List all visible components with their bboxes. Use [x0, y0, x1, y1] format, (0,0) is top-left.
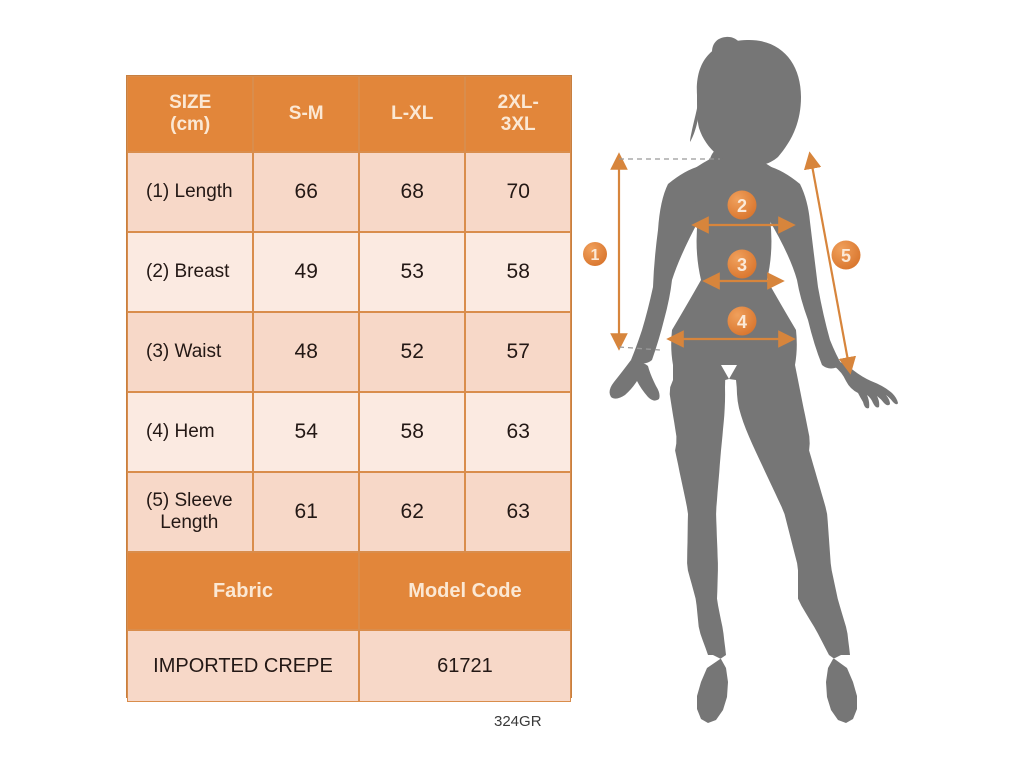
svg-text:3: 3 — [737, 255, 747, 275]
svg-text:2: 2 — [737, 196, 747, 216]
svg-text:1: 1 — [591, 247, 600, 264]
svg-text:5: 5 — [841, 246, 851, 266]
svg-text:4: 4 — [737, 312, 747, 332]
